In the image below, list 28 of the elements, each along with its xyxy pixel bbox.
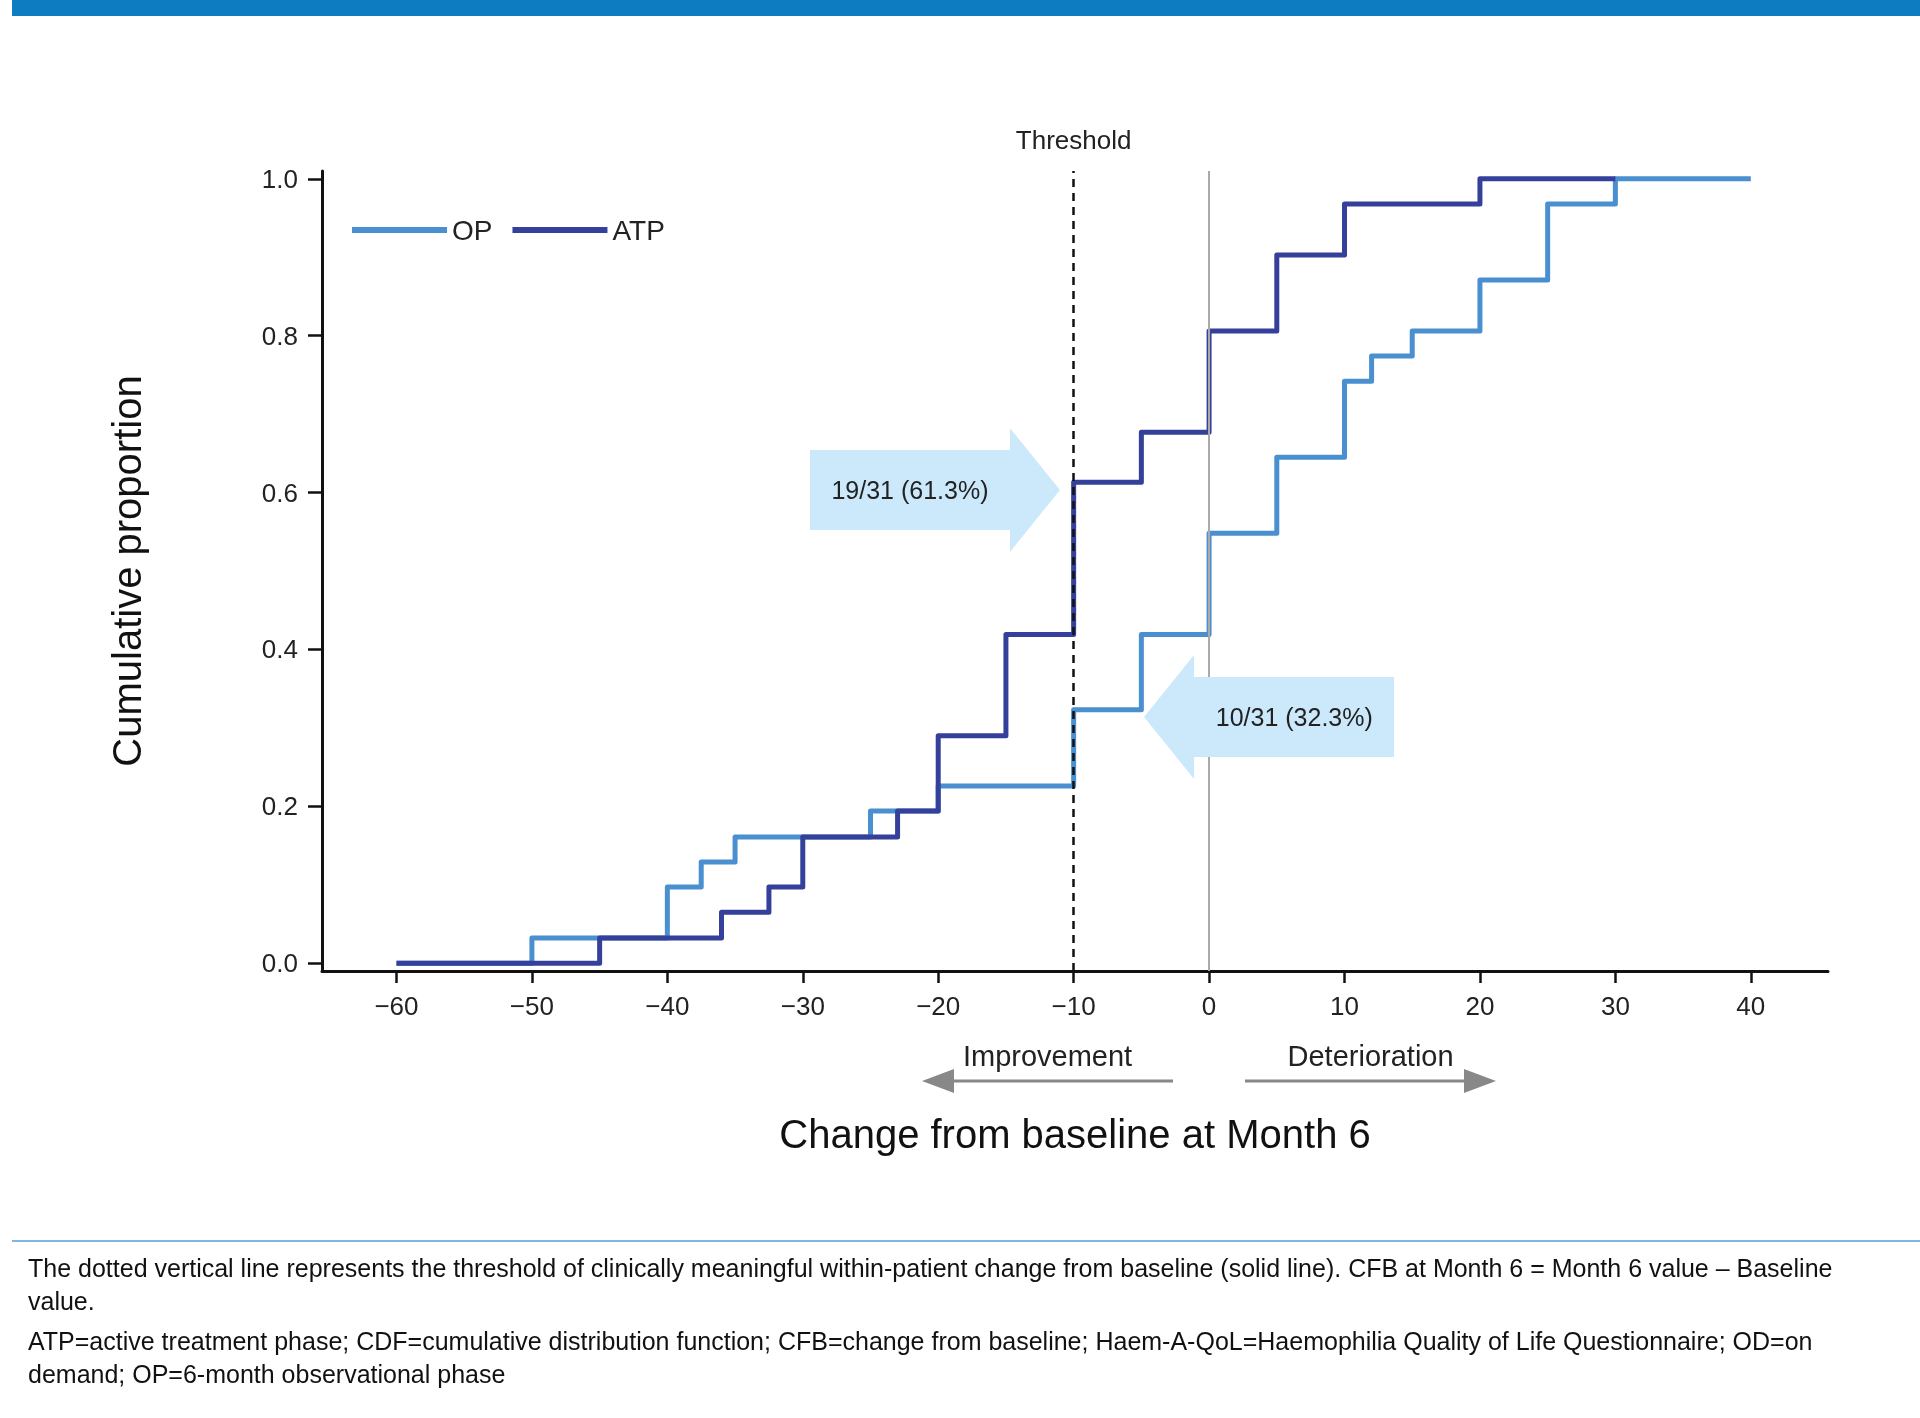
text: Improvement xyxy=(962,1039,1133,1073)
text: The dotted vertical line represents the threshold of clinically meaningful within-patient change from baseline (solid line). CFB at Month 6 = Month 6 value – Baseline value. xyxy=(28,1253,1834,1317)
text: Deterioration xyxy=(1287,1039,1454,1073)
y-axis-title: Cumulative proportion xyxy=(105,375,149,767)
ref-line-label: Threshold xyxy=(1015,125,1132,155)
legend-label: ATP xyxy=(612,214,665,246)
y-tick-label: 0.8 xyxy=(261,320,298,351)
annotation: 10/31 (32.3%) xyxy=(1215,702,1373,732)
x-tick-label: 30 xyxy=(1600,991,1630,1021)
x-tick-label: −50 xyxy=(509,991,554,1021)
x-tick-label: 0 xyxy=(1201,991,1217,1021)
x-tick-label: −60 xyxy=(374,991,419,1021)
text: ATP=active treatment phase; CDF=cumulative distribution function; CFB=change from baseline; Haem-A-QoL=Haemophilia Quality of Life Questionnaire; OD=on demand; OP=6-month observational phase xyxy=(28,1326,1814,1390)
x-tick-label: −10 xyxy=(1051,991,1096,1021)
annotation: 19/31 (61.3%) xyxy=(831,475,989,505)
x-tick-label: 10 xyxy=(1330,991,1359,1021)
y-tick-label: 0.6 xyxy=(261,477,298,508)
y-tick-label: 1.0 xyxy=(261,163,298,194)
legend-label: OP xyxy=(452,214,493,246)
x-tick-label: 40 xyxy=(1736,991,1766,1021)
y-tick-label: 0.0 xyxy=(261,948,298,979)
y-tick-label: 0.2 xyxy=(261,791,298,822)
x-tick-label: −40 xyxy=(645,991,690,1021)
x-axis-title: Change from baseline at Month 6 xyxy=(779,1112,1371,1156)
x-tick-label: 20 xyxy=(1465,991,1495,1021)
x-tick-label: −20 xyxy=(916,991,961,1021)
y-tick-label: 0.4 xyxy=(261,634,298,665)
x-tick-label: −30 xyxy=(780,991,825,1021)
